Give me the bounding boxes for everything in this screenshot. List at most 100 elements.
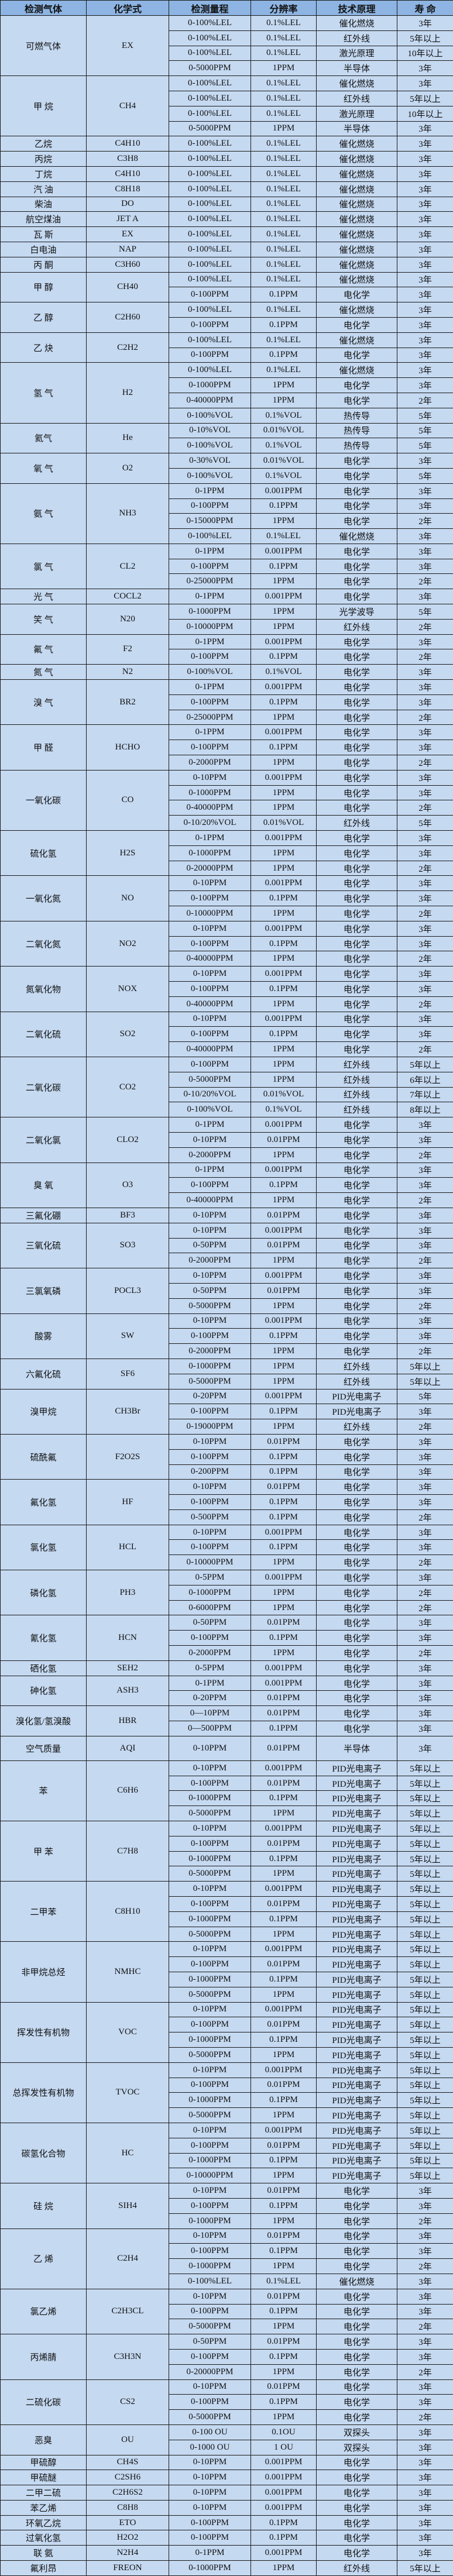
range-cell: 0-100%LEL <box>169 2274 251 2289</box>
range-cell: 0-20000PPM <box>169 861 251 876</box>
resolution-cell: 1PPM <box>251 2319 317 2334</box>
resolution-cell: 0.001PPM <box>251 1223 317 1238</box>
lifespan-cell: 3年 <box>397 1706 453 1721</box>
resolution-cell: 0.001PPM <box>251 2470 317 2485</box>
lifespan-cell: 5年以上 <box>397 1987 453 2002</box>
resolution-cell: 1PPM <box>251 1866 317 1882</box>
lifespan-cell: 2年 <box>397 649 453 665</box>
resolution-cell: 0.1PPM <box>251 1972 317 1987</box>
header-formula: 化学式 <box>87 1 169 16</box>
formula-cell: C3H60 <box>87 257 169 272</box>
range-cell: 0-100PPM <box>169 559 251 574</box>
resolution-cell: 0.1%VOL <box>251 665 317 680</box>
technology-cell: 电化学 <box>317 2228 397 2244</box>
technology-cell: 电化学 <box>317 1570 397 1586</box>
resolution-cell: 0.01PPM <box>251 1208 317 1223</box>
lifespan-cell: 5年以上 <box>397 1821 453 1836</box>
gas-name-cell: 光 气 <box>1 589 87 604</box>
lifespan-cell: 3年 <box>397 634 453 649</box>
lifespan-cell: 2年 <box>397 755 453 771</box>
lifespan-cell: 3年 <box>397 876 453 891</box>
resolution-cell: 0.001PPM <box>251 921 317 936</box>
formula-cell: H2S <box>87 831 169 876</box>
range-cell: 0-100PPM <box>169 2530 251 2546</box>
range-cell: 0-40000PPM <box>169 1193 251 1208</box>
lifespan-cell: 5年以上 <box>397 2047 453 2062</box>
lifespan-cell: 2年 <box>397 2364 453 2379</box>
resolution-cell: 0.001PPM <box>251 2123 317 2138</box>
lifespan-cell: 3年 <box>397 2379 453 2395</box>
lifespan-cell: 5年以上 <box>397 2123 453 2138</box>
technology-cell: 电化学 <box>317 2259 397 2274</box>
resolution-cell: 0.1%LEL <box>251 76 317 91</box>
range-cell: 0-10PPM <box>169 921 251 936</box>
range-cell: 0-10PPM <box>169 2485 251 2501</box>
resolution-cell: 1PPM <box>251 393 317 408</box>
formula-cell: F2 <box>87 634 169 665</box>
range-cell: 0—500PPM <box>169 1721 251 1736</box>
technology-cell: 电化学 <box>317 2213 397 2228</box>
range-cell: 0-100PPM <box>169 1631 251 1646</box>
gas-name-cell: 环氧乙烷 <box>1 2515 87 2530</box>
resolution-cell: 1PPM <box>251 1193 317 1208</box>
resolution-cell: 1PPM <box>251 619 317 634</box>
technology-cell: 电化学 <box>317 921 397 936</box>
range-cell: 0-1000PPM <box>169 1911 251 1927</box>
lifespan-cell: 2年 <box>397 2213 453 2228</box>
formula-cell: DO <box>87 197 169 212</box>
resolution-cell: 0.1%LEL <box>251 212 317 227</box>
resolution-cell: 1PPM <box>251 1344 317 1359</box>
resolution-cell: 0.001PPM <box>251 1117 317 1133</box>
technology-cell: 催化燃烧 <box>317 272 397 287</box>
formula-cell: C2H2 <box>87 332 169 363</box>
resolution-cell: 0.1PPM <box>251 1495 317 1510</box>
technology-cell: 电化学 <box>317 1509 397 1525</box>
range-cell: 0-30%VOL <box>169 453 251 469</box>
gas-name-cell: 甲 烷 <box>1 76 87 136</box>
lifespan-cell: 5年以上 <box>397 2093 453 2108</box>
gas-name-cell: 溴 气 <box>1 680 87 725</box>
range-cell: 0-1PPM <box>169 634 251 649</box>
resolution-cell: 0.1%LEL <box>251 152 317 167</box>
gas-name-cell: 二氧化氯 <box>1 1117 87 1163</box>
formula-cell: C4H10 <box>87 166 169 181</box>
lifespan-cell: 3年 <box>397 936 453 951</box>
resolution-cell: 0.1PPM <box>251 2515 317 2530</box>
formula-cell: C8H10 <box>87 1882 169 1942</box>
technology-cell: 电化学 <box>317 1464 397 1480</box>
lifespan-cell: 3年 <box>397 740 453 755</box>
formula-cell: NOX <box>87 967 169 1012</box>
technology-cell: 电化学 <box>317 468 397 483</box>
range-cell: 0-10PPM <box>169 1821 251 1836</box>
technology-cell: PID光电离子 <box>317 1760 397 1776</box>
technology-cell: 激光原理 <box>317 46 397 61</box>
range-cell: 0-2000PPM <box>169 1344 251 1359</box>
resolution-cell: 1PPM <box>251 2561 317 2576</box>
range-cell: 0-1PPM <box>169 544 251 559</box>
formula-cell: CS2 <box>87 2379 169 2424</box>
technology-cell: PID光电离子 <box>317 2017 397 2032</box>
lifespan-cell: 5年以上 <box>397 1057 453 1072</box>
gas-name-cell: 氧 气 <box>1 453 87 484</box>
lifespan-cell: 3年 <box>397 785 453 800</box>
range-cell: 0-100 OU <box>169 2424 251 2440</box>
range-cell: 0-5000PPM <box>169 1927 251 1942</box>
technology-cell: 电化学 <box>317 1208 397 1223</box>
technology-cell: 电化学 <box>317 1706 397 1721</box>
technology-cell: 电化学 <box>317 1313 397 1329</box>
lifespan-cell: 5年 <box>397 1389 453 1404</box>
resolution-cell: 0.01PPM <box>251 1480 317 1495</box>
resolution-cell: 0.1%VOL <box>251 408 317 423</box>
range-cell: 0-10PPM <box>169 1736 251 1760</box>
gas-name-cell: 六氟化硫 <box>1 1358 87 1389</box>
lifespan-cell: 3年 <box>397 1012 453 1027</box>
